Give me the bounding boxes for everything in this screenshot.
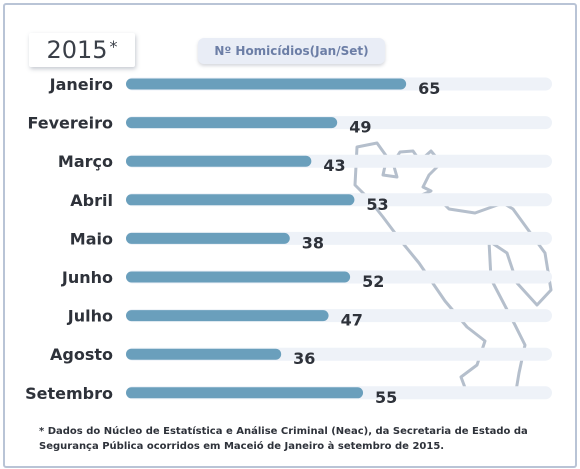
year-badge: 2015 * — [29, 33, 135, 67]
value-label: 49 — [349, 118, 371, 137]
value-label: 36 — [293, 349, 315, 368]
bar — [126, 155, 312, 167]
category-label: Setembro — [25, 384, 113, 403]
bar — [126, 310, 329, 322]
bar — [126, 232, 290, 244]
footnote: * Dados do Núcleo de Estatística e Análi… — [39, 426, 528, 452]
year-footnote-marker: * — [109, 36, 118, 56]
category-label: Agosto — [50, 345, 113, 364]
value-label: 55 — [375, 388, 397, 407]
bar — [126, 271, 351, 283]
category-label: Maio — [70, 229, 113, 248]
value-label: 43 — [323, 156, 345, 175]
value-label: 53 — [366, 195, 388, 214]
category-labels: Janeiro Fevereiro Março Abril Maio Junho Julho… — [25, 75, 113, 403]
bar — [126, 117, 338, 129]
value-label: 38 — [302, 233, 324, 252]
series-label: Nº Homicídios(Jan/Set) — [214, 44, 369, 58]
value-label: 52 — [362, 272, 384, 291]
value-label: 65 — [418, 79, 440, 98]
year-label: 2015 — [46, 36, 108, 64]
value-label: 47 — [341, 311, 363, 330]
bars — [126, 78, 407, 399]
bar-chart: Janeiro Fevereiro Março Abril Maio Junho Julho… — [25, 75, 553, 407]
category-label: Junho — [61, 268, 113, 287]
category-label: Abril — [70, 191, 113, 210]
infographic-frame: 2015 * Nº Homicídios(Jan/Set) Janeiro Feve… — [3, 3, 577, 468]
category-label: Julho — [67, 307, 113, 326]
category-label: Março — [58, 152, 113, 171]
category-label: Janeiro — [49, 75, 113, 94]
bar — [126, 194, 355, 206]
bar — [126, 348, 282, 360]
category-label: Fevereiro — [27, 114, 113, 133]
body-outline-icon — [353, 141, 553, 399]
bar — [126, 387, 364, 399]
body-outline-path — [353, 141, 553, 399]
bar — [126, 78, 407, 90]
series-label-pill: Nº Homicídios(Jan/Set) — [198, 38, 385, 64]
